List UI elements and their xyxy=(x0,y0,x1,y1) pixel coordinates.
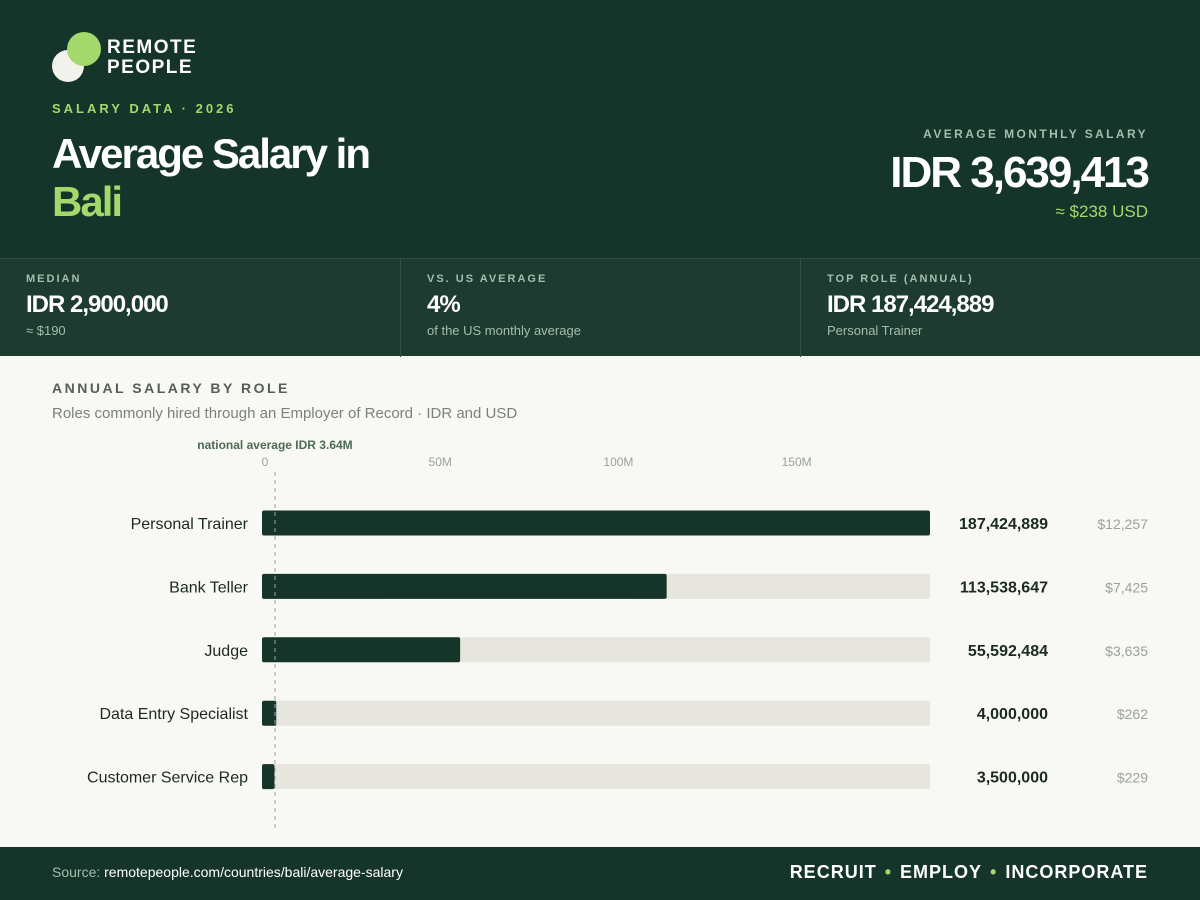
tagline-recruit: RECRUIT xyxy=(789,862,877,882)
stat-label: MEDIAN xyxy=(26,273,82,285)
chart-title: ANNUAL SALARY BY ROLE xyxy=(52,380,290,396)
page-title: Average Salary in Bali xyxy=(52,130,371,226)
x-tick-label: 100M xyxy=(603,455,633,469)
eyebrow-label: SALARY DATA · 2026 xyxy=(52,101,237,116)
chart-heading: ANNUAL SALARY BY ROLE Roles commonly hir… xyxy=(52,380,517,422)
stat-value: IDR 2,900,000 xyxy=(26,291,169,318)
bar xyxy=(262,764,275,790)
category-label: Customer Service Rep xyxy=(87,770,248,787)
stat-label: VS. US AVERAGE xyxy=(427,273,548,285)
chart-subtitle: Roles commonly hired through an Employer… xyxy=(52,405,518,422)
data-label-idr: 4,000,000 xyxy=(977,706,1048,723)
stat-label: TOP ROLE (ANNUAL) xyxy=(827,273,974,285)
category-label: Bank Teller xyxy=(169,579,249,596)
x-tick-label: 50M xyxy=(429,455,452,469)
tagline-separator: • xyxy=(990,862,998,882)
brand-line-2: PEOPLE xyxy=(107,57,194,78)
source-text: Source: remotepeople.com/countries/bali/… xyxy=(52,864,403,880)
data-label-usd: $12,257 xyxy=(1097,516,1148,532)
x-tick-label: 0 xyxy=(262,455,269,469)
data-label-idr: 55,592,484 xyxy=(968,643,1048,660)
stat-sub: of the US monthly average xyxy=(427,323,581,338)
logo-circles-icon xyxy=(52,32,101,82)
category-label: Data Entry Specialist xyxy=(99,706,248,723)
tagline-separator: • xyxy=(884,862,892,882)
average-monthly-usd: ≈ $238 USD xyxy=(1055,202,1149,221)
salary-bar-chart: 0 50M 100M 150M national average IDR 3.64M Pe… xyxy=(87,438,1148,828)
brand-line-1: REMOTE xyxy=(107,37,198,58)
bar xyxy=(262,510,930,536)
page-title-text: Average Salary in xyxy=(52,130,371,177)
source-link[interactable]: remotepeople.com/countries/bali/average-… xyxy=(104,864,403,880)
data-label-usd: $3,635 xyxy=(1105,643,1148,659)
stat-sub: Personal Trainer xyxy=(827,323,923,338)
bar xyxy=(262,700,277,726)
average-monthly-value: IDR 3,639,413 xyxy=(890,148,1150,197)
stat-median: MEDIAN IDR 2,900,000 ≈ $190 xyxy=(0,259,400,357)
stat-value: 4% xyxy=(427,291,461,318)
data-label-usd: $7,425 xyxy=(1105,579,1148,595)
stat-sub: ≈ $190 xyxy=(26,323,66,338)
hero-section: REMOTE PEOPLE SALARY DATA · 2026 Average… xyxy=(0,0,1200,258)
bar xyxy=(262,573,667,599)
page-title-city: Bali xyxy=(52,178,123,225)
footer: Source: remotepeople.com/countries/bali/… xyxy=(0,847,1200,900)
brand-logo[interactable]: REMOTE PEOPLE xyxy=(52,32,202,84)
stat-vs-us: VS. US AVERAGE 4% of the US monthly aver… xyxy=(400,259,800,357)
tagline: RECRUIT • EMPLOY • INCORPORATE xyxy=(790,862,1148,883)
stat-top-role: TOP ROLE (ANNUAL) IDR 187,424,889 Person… xyxy=(800,259,1200,357)
bar-track xyxy=(262,700,930,726)
source-prefix: Source: xyxy=(52,864,101,880)
category-label: Judge xyxy=(204,643,248,660)
brand-name: REMOTE PEOPLE xyxy=(107,38,197,78)
stat-value: IDR 187,424,889 xyxy=(827,291,994,318)
data-label-idr: 113,538,647 xyxy=(960,579,1048,596)
data-label-idr: 187,424,889 xyxy=(959,516,1048,533)
reference-line-label: national average IDR 3.64M xyxy=(197,438,352,452)
data-label-idr: 3,500,000 xyxy=(977,770,1048,787)
x-tick-label: 150M xyxy=(782,455,812,469)
stats-bar: MEDIAN IDR 2,900,000 ≈ $190 VS. US AVERA… xyxy=(0,258,1200,357)
tagline-employ: EMPLOY xyxy=(900,862,983,882)
data-label-usd: $229 xyxy=(1117,770,1148,786)
category-label: Personal Trainer xyxy=(131,516,249,533)
average-monthly-label: AVERAGE MONTHLY SALARY xyxy=(923,127,1148,141)
bar xyxy=(262,637,461,663)
data-label-usd: $262 xyxy=(1117,706,1148,722)
tagline-incorporate: INCORPORATE xyxy=(1005,862,1148,882)
bar-track xyxy=(262,764,930,790)
